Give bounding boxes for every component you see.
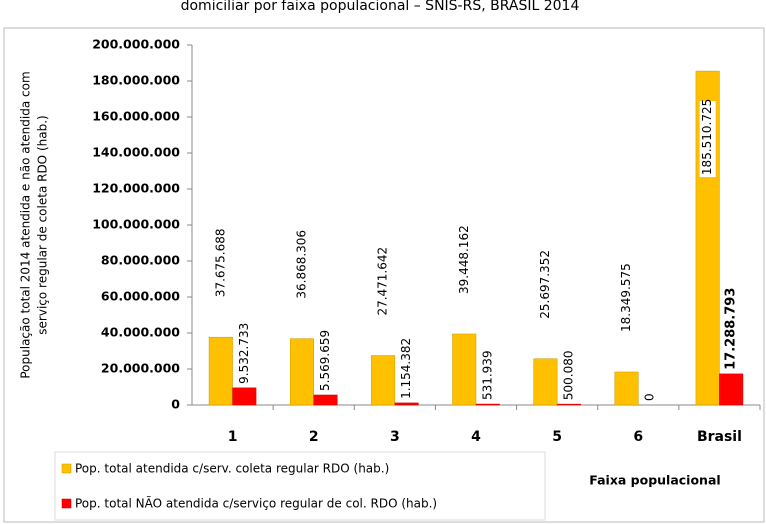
data-label-group: 18.349.575 xyxy=(619,263,633,332)
x-axis-title: Faixa populacional xyxy=(589,473,720,488)
y-tick-label: 200.000.000 xyxy=(92,37,180,52)
bar xyxy=(371,355,396,406)
data-label-group: 17.288.793 xyxy=(724,288,739,370)
y-tick-label: 140.000.000 xyxy=(92,145,180,160)
y-tick-label: 180.000.000 xyxy=(92,73,180,88)
y-tick-label: 60.000.000 xyxy=(101,289,180,304)
x-tick-label: 2 xyxy=(309,429,319,445)
data-label: 39.448.162 xyxy=(457,225,471,294)
y-axis-title: População total 2014 atendida e não aten… xyxy=(19,71,50,378)
x-tick-label: 1 xyxy=(228,429,238,445)
data-label: 500.080 xyxy=(561,350,575,400)
data-label-group: 5.569.659 xyxy=(318,330,332,391)
data-label: 18.349.575 xyxy=(619,263,633,332)
y-tick-label: 80.000.000 xyxy=(101,253,180,268)
data-label: 9.532.733 xyxy=(237,323,251,384)
chart-title: domiciliar por faixa populacional – SNIS… xyxy=(181,0,580,14)
y-tick-label: 20.000.000 xyxy=(101,361,180,376)
data-label: 5.569.659 xyxy=(318,330,332,391)
y-tick-label: 40.000.000 xyxy=(101,325,180,340)
bar xyxy=(289,338,314,406)
chart-border xyxy=(3,27,765,523)
data-label-group: 27.471.642 xyxy=(376,247,390,316)
y-axis-title-line: População total 2014 atendida e não aten… xyxy=(19,71,33,378)
bar xyxy=(614,371,639,406)
y-axis-title-line: serviço regular de coleta RDO (hab.) xyxy=(36,115,50,334)
bar xyxy=(452,333,477,406)
bar xyxy=(394,402,419,406)
legend xyxy=(54,451,546,521)
data-label-bg xyxy=(699,101,716,178)
bar xyxy=(313,394,338,406)
data-label: 27.471.642 xyxy=(376,247,390,316)
data-label-group: 0 xyxy=(643,393,657,401)
data-label-group: 9.532.733 xyxy=(237,323,251,384)
data-label: 185.510.725 xyxy=(700,99,714,175)
y-tick-label: 100.000.000 xyxy=(92,217,180,232)
x-tick-label: 3 xyxy=(390,429,400,445)
data-label: 37.675.688 xyxy=(213,228,227,297)
x-tick-label: 5 xyxy=(552,429,562,445)
data-label-group: 500.080 xyxy=(561,350,575,400)
bar xyxy=(556,403,581,406)
y-tick-label: 0 xyxy=(171,397,180,412)
x-tick-label: 4 xyxy=(471,429,481,445)
bar xyxy=(208,336,233,406)
data-label-group: 39.448.162 xyxy=(457,225,471,294)
legend-label: Pop. total NÃO atendida c/serviço regula… xyxy=(75,496,437,511)
data-label: 17.288.793 xyxy=(724,288,739,370)
legend-swatch xyxy=(61,463,72,474)
x-tick-label: Brasil xyxy=(697,429,742,445)
data-label: 0 xyxy=(643,393,657,401)
bar xyxy=(475,403,500,406)
bar xyxy=(533,358,558,406)
data-label-group: 25.697.352 xyxy=(538,250,552,319)
y-tick-label: 120.000.000 xyxy=(92,181,180,196)
y-tick-label: 160.000.000 xyxy=(92,109,180,124)
bar xyxy=(719,373,744,406)
data-label-group: 185.510.725 xyxy=(699,99,716,178)
data-label-group: 37.675.688 xyxy=(213,228,227,297)
data-label-group: 36.868.306 xyxy=(294,230,308,299)
data-label-group: 531.939 xyxy=(480,350,494,400)
legend-label: Pop. total atendida c/serv. coleta regul… xyxy=(75,462,389,476)
legend-swatch xyxy=(61,498,72,509)
data-label-group: 1.154.382 xyxy=(399,338,413,399)
data-label: 25.697.352 xyxy=(538,250,552,319)
data-label: 36.868.306 xyxy=(294,230,308,299)
data-label: 531.939 xyxy=(480,350,494,400)
x-tick-label: 6 xyxy=(633,429,643,445)
bar xyxy=(232,387,257,406)
data-label: 1.154.382 xyxy=(399,338,413,399)
